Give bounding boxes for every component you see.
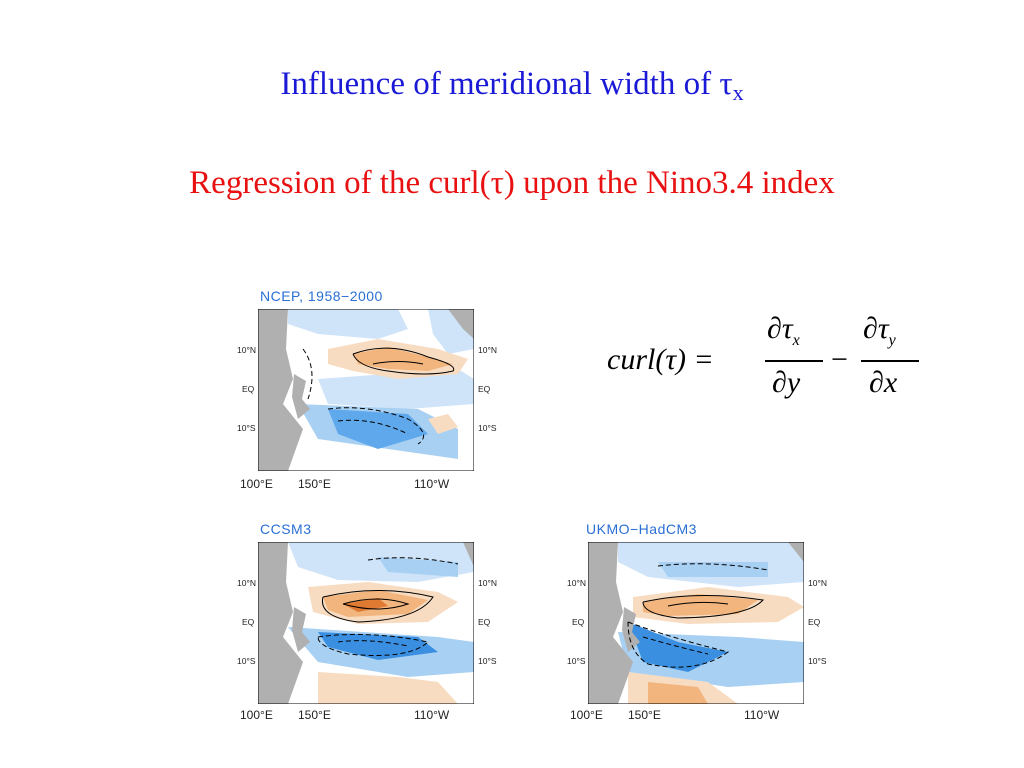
- lat-label-right: EQ: [808, 617, 821, 627]
- formula-numerator-1: ∂τx: [767, 312, 800, 349]
- lon-label: 100°E: [240, 708, 273, 722]
- lat-label-left: EQ: [242, 617, 255, 627]
- lon-label: 110°W: [414, 708, 450, 722]
- formula-denominator-1: ∂y: [772, 366, 801, 399]
- lon-label: 100°E: [570, 708, 603, 722]
- lat-label-left: EQ: [242, 384, 255, 394]
- panel-label: CCSM3: [260, 521, 312, 537]
- fraction-bar-1: [765, 360, 823, 362]
- panel-label: UKMO−HadCM3: [586, 521, 697, 537]
- lat-label-right: 10°N: [478, 345, 497, 355]
- lon-label: 100°E: [240, 477, 273, 491]
- slide-title: Influence of meridional width of τx: [280, 66, 744, 105]
- lat-label-right: 10°N: [808, 578, 827, 588]
- map-panel-ukmo-hadcm3: UKMO−HadCM3 10°N EQ 10°S 10°N EQ 10°S 10…: [562, 518, 827, 733]
- lat-label-left: 10°N: [567, 578, 586, 588]
- lat-label-left: 10°S: [567, 656, 586, 666]
- lat-label-left: 10°N: [237, 578, 256, 588]
- lon-label: 110°W: [744, 708, 780, 722]
- lon-label: 110°W: [414, 477, 450, 491]
- fraction-bar-2: [861, 360, 919, 362]
- lat-label-right: 10°N: [478, 578, 497, 588]
- map-panel-ncep: NCEP, 1958−2000 10°N EQ 10°S 10°N EQ 10°…: [232, 285, 497, 500]
- formula-denominator-2: ∂x: [869, 366, 898, 399]
- curl-formula: curl(τ) = ∂τx ∂y − ∂τy ∂x: [607, 310, 937, 420]
- formula-lhs: curl(τ) =: [607, 343, 714, 376]
- lat-label-right: 10°S: [808, 656, 827, 666]
- regression-map-ukmo-hadcm3: [588, 542, 804, 704]
- lat-label-left: 10°S: [237, 656, 256, 666]
- lat-label-left: 10°N: [237, 345, 256, 355]
- formula-minus: −: [831, 343, 848, 376]
- regression-map-ncep: [258, 309, 474, 471]
- lat-label-left: EQ: [572, 617, 585, 627]
- panel-label: NCEP, 1958−2000: [260, 288, 383, 304]
- lat-label-right: 10°S: [478, 656, 497, 666]
- lat-label-right: EQ: [478, 617, 491, 627]
- lon-label: 150°E: [628, 708, 661, 722]
- lon-label: 150°E: [298, 477, 331, 491]
- lat-label-right: EQ: [478, 384, 491, 394]
- lat-label-right: 10°S: [478, 423, 497, 433]
- lat-label-left: 10°S: [237, 423, 256, 433]
- regression-map-ccsm3: [258, 542, 474, 704]
- formula-numerator-2: ∂τy: [863, 312, 896, 349]
- lon-label: 150°E: [298, 708, 331, 722]
- slide-subtitle: Regression of the curl(τ) upon the Nino3…: [189, 165, 835, 201]
- map-panel-ccsm3: CCSM3 10°N EQ 10°S 10°N EQ 10°S 100°E 15…: [232, 518, 497, 733]
